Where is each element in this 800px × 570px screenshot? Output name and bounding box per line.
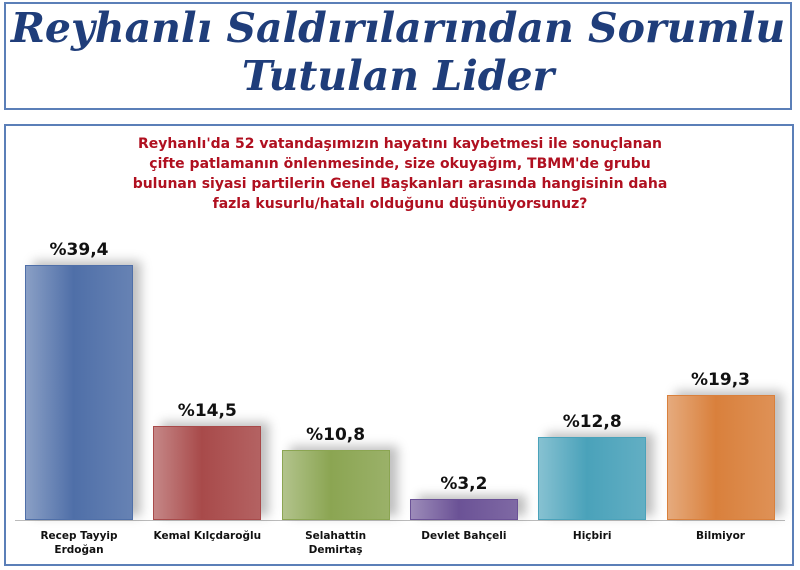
x-tick-label: Hiçbiri <box>572 530 612 542</box>
x-tick-label: Devlet Bahçeli <box>421 530 507 542</box>
value-label: %19,3 <box>691 370 750 391</box>
chart-subtitle: Reyhanlı'da 52 vatandaşımızın hayatını k… <box>132 136 668 212</box>
x-tick-label: Recep Tayyip Erdoğan <box>40 530 118 556</box>
x-tick-label: Bilmiyor <box>696 530 745 542</box>
value-label: %12,8 <box>562 412 622 433</box>
baseline <box>15 520 785 521</box>
chart-title: Reyhanlı Saldırılarından Sorumlu Tutulan… <box>10 4 786 100</box>
value-label: %39,4 <box>49 240 109 260</box>
value-label: %10,8 <box>306 425 366 446</box>
x-tick-label: Kemal Kılçdaroğlu <box>153 530 262 542</box>
bar <box>538 437 647 520</box>
x-tick-label: Selahattin Demirtaş <box>305 530 367 556</box>
bar <box>153 426 262 520</box>
bar <box>666 395 775 520</box>
value-label: %3,2 <box>440 474 488 495</box>
bar <box>281 450 390 520</box>
bar <box>410 499 519 520</box>
bar <box>25 265 134 520</box>
title-box <box>4 2 792 110</box>
chart-panel <box>4 124 794 566</box>
value-label: %14,5 <box>177 401 237 422</box>
